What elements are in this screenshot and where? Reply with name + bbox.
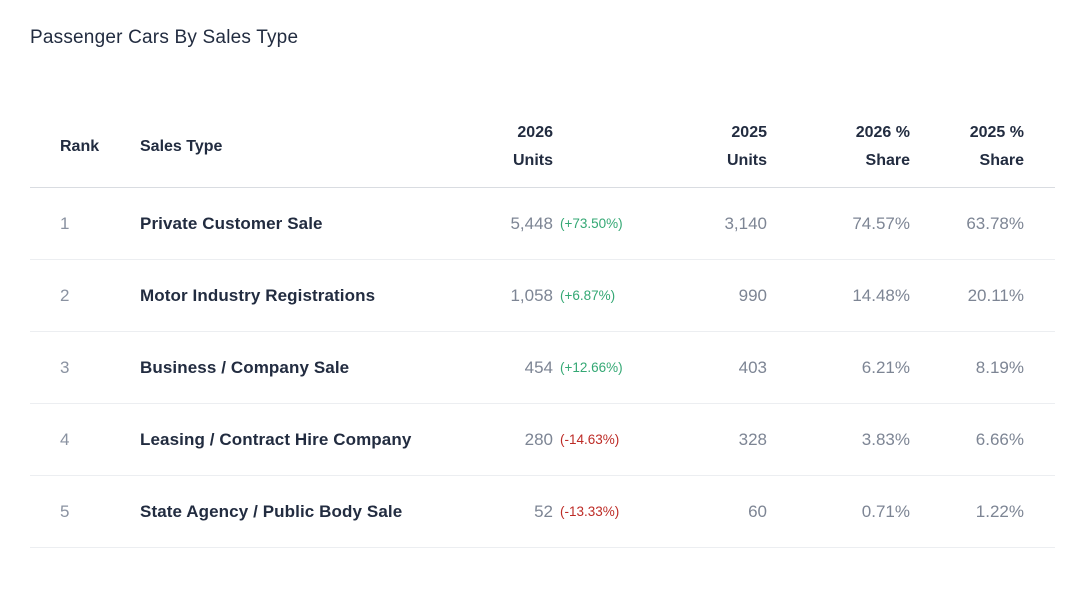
- units-2026-value: 1,058: [510, 285, 553, 305]
- rank-cell: 4: [60, 429, 70, 449]
- sales-type-table: Rank Sales Type 2026 Units 2025 Units 20…: [30, 106, 1055, 548]
- col-header-2026-share: 2026 % Share: [767, 119, 910, 175]
- col-header-2025-share: 2025 % Share: [910, 119, 1024, 175]
- col-header-2026-share-line2: Share: [865, 151, 910, 169]
- units-2026-change: (-14.63%): [560, 432, 620, 447]
- rank-cell: 2: [60, 285, 70, 305]
- units-2026-change: (+73.50%): [560, 216, 623, 231]
- table-row: 4 Leasing / Contract Hire Company 280 (-…: [30, 404, 1055, 476]
- share-2025-cell: 1.22%: [975, 501, 1024, 521]
- col-header-2025-units-line1: 2025: [731, 123, 767, 141]
- table-row: 1 Private Customer Sale 5,448 (+73.50%) …: [30, 188, 1055, 260]
- rank-cell: 3: [60, 357, 70, 377]
- sales-type-cell: Business / Company Sale: [140, 357, 350, 377]
- table-row: 2 Motor Industry Registrations 1,058 (+6…: [30, 260, 1055, 332]
- units-2025-cell: 328: [738, 429, 767, 449]
- page-title: Passenger Cars By Sales Type: [30, 27, 299, 48]
- rank-cell: 1: [60, 213, 70, 233]
- share-2025-cell: 63.78%: [966, 213, 1024, 233]
- col-header-2026-units-line2: Units: [513, 151, 553, 169]
- units-2025-cell: 990: [738, 285, 767, 305]
- col-header-2026-units: 2026 Units: [453, 119, 553, 175]
- units-2026-value: 52: [534, 501, 553, 521]
- sales-type-cell: Motor Industry Registrations: [140, 285, 376, 305]
- sales-type-cell: Leasing / Contract Hire Company: [140, 429, 412, 449]
- share-2026-cell: 74.57%: [852, 213, 910, 233]
- units-2026-value: 454: [524, 357, 553, 377]
- sales-type-cell: State Agency / Public Body Sale: [140, 501, 403, 521]
- rank-cell: 5: [60, 501, 70, 521]
- table-body: 1 Private Customer Sale 5,448 (+73.50%) …: [30, 188, 1055, 548]
- units-2026-value: 280: [524, 429, 553, 449]
- col-header-2026-units-line1: 2026: [517, 123, 553, 141]
- col-header-2026-share-line1: 2026 %: [855, 123, 910, 141]
- share-2026-cell: 3.83%: [861, 429, 910, 449]
- units-2026-change: (+6.87%): [560, 288, 616, 303]
- share-2026-cell: 6.21%: [861, 357, 910, 377]
- col-header-rank: Rank: [60, 137, 100, 155]
- units-2026-change: (-13.33%): [560, 504, 620, 519]
- share-2026-cell: 14.48%: [852, 285, 910, 305]
- table-header-row: Rank Sales Type 2026 Units 2025 Units 20…: [30, 106, 1055, 188]
- share-2025-cell: 6.66%: [975, 429, 1024, 449]
- share-2025-cell: 8.19%: [975, 357, 1024, 377]
- table-row: 5 State Agency / Public Body Sale 52 (-1…: [30, 476, 1055, 548]
- units-2025-cell: 60: [748, 501, 767, 521]
- col-header-2025-units-line2: Units: [727, 151, 767, 169]
- share-2025-cell: 20.11%: [967, 285, 1024, 305]
- col-header-2025-share-line1: 2025 %: [969, 123, 1024, 141]
- table-row: 3 Business / Company Sale 454 (+12.66%) …: [30, 332, 1055, 404]
- col-header-2025-share-line2: Share: [979, 151, 1024, 169]
- col-header-2025-units: 2025 Units: [642, 119, 767, 175]
- units-2026-value: 5,448: [510, 213, 553, 233]
- share-2026-cell: 0.71%: [861, 501, 910, 521]
- units-2025-cell: 3,140: [724, 213, 767, 233]
- sales-type-cell: Private Customer Sale: [140, 213, 323, 233]
- units-2025-cell: 403: [738, 357, 767, 377]
- col-header-sales-type: Sales Type: [140, 137, 223, 155]
- units-2026-change: (+12.66%): [560, 360, 623, 375]
